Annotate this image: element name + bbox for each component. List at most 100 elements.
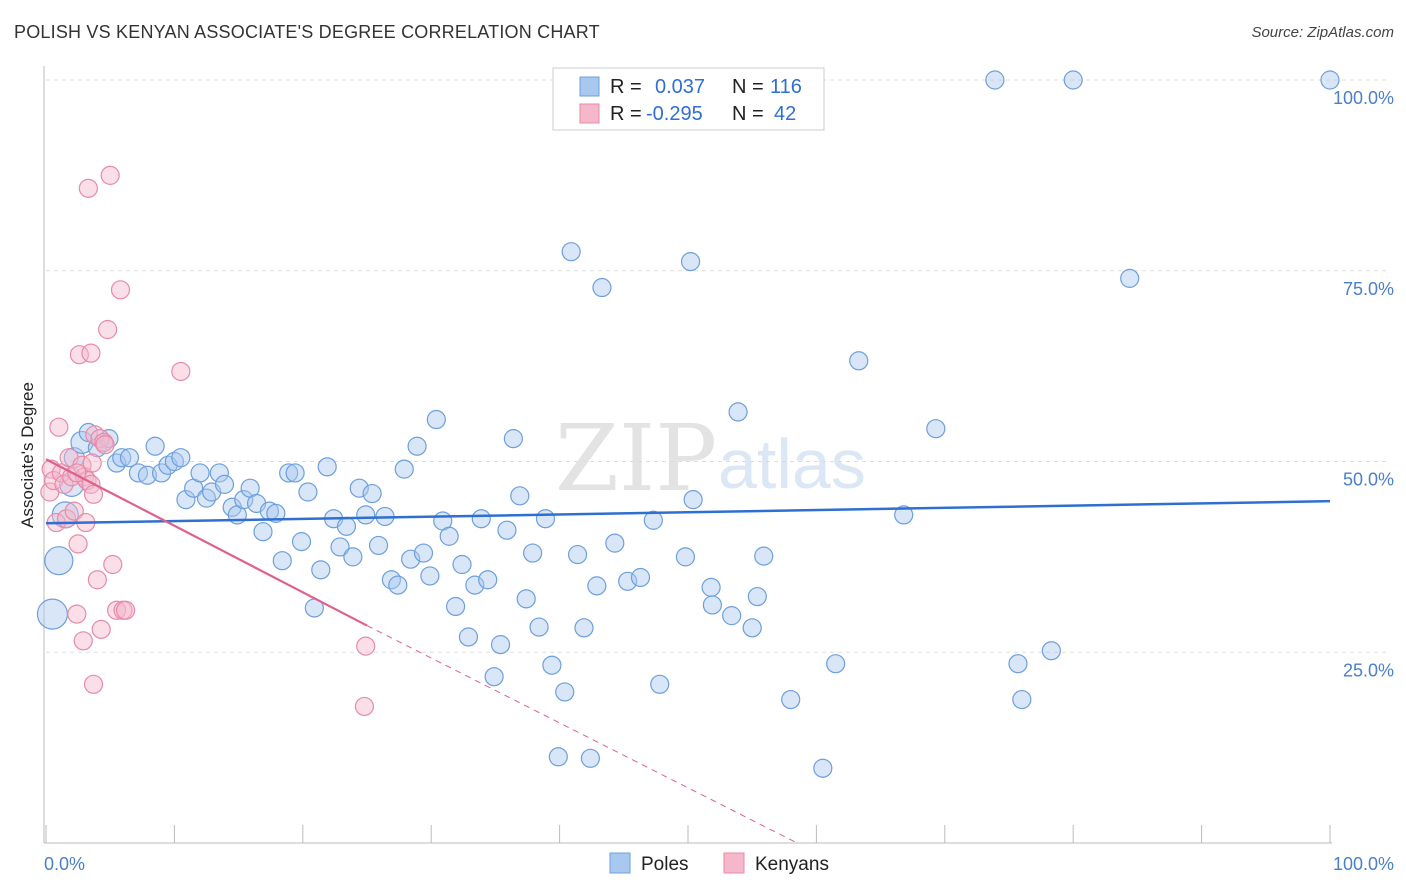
data-point-poles <box>926 419 946 439</box>
data-point-poles <box>1320 70 1340 90</box>
data-point-poles <box>650 674 670 694</box>
data-point-poles <box>561 242 581 262</box>
x-tick-labels: 0.0% 100.0% <box>44 854 1394 874</box>
data-point-poles <box>728 402 748 422</box>
data-point-kenyans <box>83 484 104 504</box>
data-point-poles <box>510 486 530 506</box>
data-point-poles <box>567 544 588 565</box>
data-point-poles <box>465 575 485 595</box>
axes <box>43 66 1332 844</box>
gridlines <box>46 79 1390 653</box>
data-point-kenyans <box>95 435 115 455</box>
data-point-poles <box>747 586 767 607</box>
data-point-poles <box>894 505 914 525</box>
data-point-poles <box>291 532 312 552</box>
bottom-legend-swatch-kenyans <box>723 852 745 874</box>
data-point-poles <box>171 448 191 468</box>
data-point-poles <box>484 667 504 687</box>
watermark: ZIP atlas <box>555 405 866 512</box>
data-point-poles <box>407 436 427 456</box>
data-point-poles <box>574 618 594 638</box>
data-point-poles <box>119 448 140 468</box>
data-point-poles <box>754 546 774 566</box>
data-point-poles <box>516 589 536 609</box>
chart-title: POLISH VS KENYAN ASSOCIATE'S DEGREE CORR… <box>14 22 600 42</box>
legend-r-label-kenyans: R = <box>610 103 642 125</box>
data-point-kenyans <box>103 554 123 575</box>
data-point-poles <box>592 277 612 298</box>
data-point-kenyans <box>78 178 98 198</box>
data-point-kenyans <box>83 674 104 694</box>
data-point-poles <box>1008 654 1028 674</box>
data-point-poles <box>535 509 556 529</box>
data-point-poles <box>1041 641 1061 661</box>
data-point-kenyans <box>116 600 136 620</box>
data-point-kenyans <box>110 280 131 300</box>
legend-n-label-poles: N = <box>732 76 764 98</box>
legend-r-label-poles: R = <box>610 76 642 98</box>
data-point-poles <box>209 463 229 483</box>
data-point-kenyans <box>87 570 107 590</box>
data-point-poles <box>490 635 511 655</box>
data-point-poles <box>413 543 434 563</box>
data-point-poles <box>702 595 722 615</box>
data-point-poles <box>36 598 69 630</box>
data-point-poles <box>253 522 273 542</box>
data-point-kenyans <box>171 361 191 382</box>
data-point-poles <box>439 526 459 546</box>
data-point-poles <box>503 429 523 449</box>
data-point-poles <box>813 758 833 778</box>
data-point-kenyans <box>91 619 111 639</box>
data-point-poles <box>587 576 607 596</box>
data-point-poles <box>112 448 132 468</box>
data-point-poles <box>266 503 286 523</box>
watermark-zip: ZIP <box>555 405 717 512</box>
data-point-poles <box>420 566 440 586</box>
data-point-poles <box>555 682 575 702</box>
data-point-poles <box>330 537 350 557</box>
data-point-kenyans <box>100 165 120 185</box>
data-point-poles <box>336 516 357 536</box>
data-point-poles <box>70 430 94 455</box>
data-point-kenyans <box>49 417 69 437</box>
bottom-legend-swatch-poles <box>609 852 631 874</box>
legend-n-value-kenyans: 42 <box>774 103 796 125</box>
x-tick-label-max: 100.0% <box>1333 854 1394 874</box>
data-point-poles <box>701 577 721 597</box>
data-point-poles <box>523 543 543 563</box>
data-point-poles <box>618 571 638 591</box>
data-point-kenyans <box>354 696 375 717</box>
x-tick-label-min: 0.0% <box>44 854 85 874</box>
legend-r-value-kenyans: -0.295 <box>646 103 703 125</box>
data-point-poles <box>394 459 414 479</box>
data-point-poles <box>542 655 562 675</box>
watermark-atlas: atlas <box>718 425 866 503</box>
data-point-poles <box>362 483 382 504</box>
legend: R = 0.037 N = 116 R = -0.295 N = 42 <box>552 67 825 131</box>
bottom-legend-label-poles: Poles <box>641 854 689 875</box>
data-point-poles <box>826 654 846 674</box>
data-point-kenyans <box>67 604 87 624</box>
data-point-poles <box>176 490 196 510</box>
data-point-poles <box>683 490 703 510</box>
legend-n-value-poles: 116 <box>770 76 802 98</box>
y-tick-label: 100.0% <box>1333 88 1394 108</box>
data-point-poles <box>445 596 466 617</box>
data-point-poles <box>298 482 318 502</box>
data-point-poles <box>151 463 172 483</box>
legend-swatch-poles <box>579 76 600 97</box>
bottom-legend: Poles Kenyans <box>609 852 829 875</box>
data-point-poles <box>458 627 479 647</box>
data-point-poles <box>137 465 158 485</box>
data-point-poles <box>471 509 491 529</box>
data-point-poles <box>272 551 292 571</box>
data-point-poles <box>368 535 389 556</box>
data-point-poles <box>548 747 568 767</box>
data-point-poles <box>742 618 762 638</box>
data-point-poles <box>190 463 210 483</box>
data-point-poles <box>630 567 651 588</box>
data-point-kenyans <box>68 534 88 554</box>
data-point-kenyans <box>356 636 376 656</box>
data-point-poles <box>605 533 625 553</box>
